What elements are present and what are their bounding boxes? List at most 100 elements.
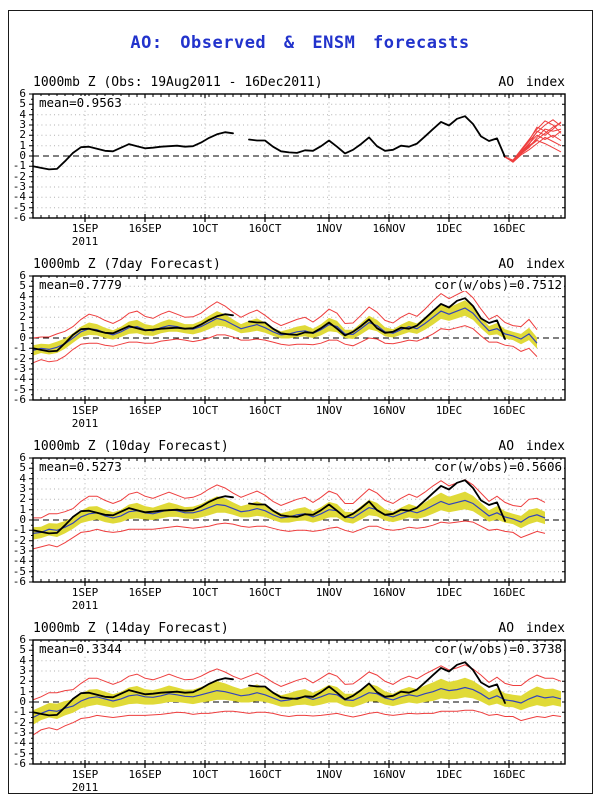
mean-stat-label: mean=0.5273 bbox=[37, 459, 124, 474]
y-tick-label: -1 bbox=[12, 159, 26, 173]
observed-line bbox=[32, 115, 506, 171]
panel-title: 1000mb Z (Obs: 19Aug2011 - 16Dec2011) bbox=[33, 75, 323, 90]
y-tick-label: 1 bbox=[19, 138, 26, 152]
panel-header: 1000mb Z (7day Forecast) AO index bbox=[33, 257, 565, 273]
panel-header: 1000mb Z (14day Forecast) AO index bbox=[33, 621, 565, 637]
y-tick-label: -4 bbox=[12, 190, 26, 204]
x-axis-labels: 1SEP 2011 16SEP 1OCT 16OCT 1NOV 16NOV 1DEC 16DEC bbox=[33, 218, 565, 248]
panel-title: 1000mb Z (14day Forecast) bbox=[33, 621, 229, 636]
x-tick-label: 16DEC bbox=[492, 222, 526, 235]
y-axis-labels: 6 5 4 3 2 1 0 -1 -2 -3 -4 -5 -6 bbox=[0, 88, 26, 224]
x-axis-labels: 1SEP 2011 16SEP 1OCT 16OCT 1NOV 16NOV 1DEC 16DEC bbox=[33, 582, 565, 612]
panel-axis-label: AO index bbox=[498, 257, 565, 272]
ensemble-member-line bbox=[504, 119, 562, 162]
correlation-stat-label: cor(w/obs)=0.7512 bbox=[432, 277, 564, 292]
y-tick-label: 6 bbox=[19, 451, 26, 464]
x-tick-label: 1DEC bbox=[435, 404, 463, 417]
y-tick-label: 2 bbox=[19, 492, 26, 506]
y-tick-label: 5 bbox=[19, 461, 26, 475]
x-axis-labels: 1SEP 2011 16SEP 1OCT 16OCT 1NOV 16NOV 1DEC 16DEC bbox=[33, 400, 565, 430]
y-tick-label: 1 bbox=[19, 320, 26, 334]
y-tick-label: 2 bbox=[19, 128, 26, 142]
panel-observed: 1000mb Z (Obs: 19Aug2011 - 16Dec2011) AO… bbox=[13, 75, 566, 247]
x-axis-labels: 1SEP 2011 16SEP 1OCT 16OCT 1NOV 16NOV 1DEC 16DEC bbox=[33, 764, 565, 794]
y-tick-label: -1 bbox=[12, 341, 26, 355]
ensemble-member-line bbox=[504, 136, 562, 163]
x-tick-label: 1NOV bbox=[315, 222, 343, 235]
y-tick-label: -2 bbox=[12, 533, 26, 547]
y-tick-label: 0 bbox=[19, 695, 26, 708]
y-axis-labels: 6 5 4 3 2 1 0 -1 -2 -3 -4 -5 -6 bbox=[0, 452, 26, 588]
x-tick-label: 1SEP 2011 bbox=[71, 768, 99, 794]
y-tick-label: -5 bbox=[12, 746, 26, 760]
panel-axis-label: AO index bbox=[498, 621, 565, 636]
observed-line bbox=[32, 661, 506, 717]
plot-frame bbox=[32, 275, 566, 401]
plot-area-observed: mean=0.9563 bbox=[29, 93, 566, 222]
x-tick-label: 1OCT bbox=[191, 404, 219, 417]
y-tick-label: 3 bbox=[19, 482, 26, 495]
y-tick-label: -3 bbox=[12, 726, 26, 739]
plot-frame bbox=[32, 93, 566, 219]
x-tick-label: 1SEP 2011 bbox=[71, 222, 99, 248]
y-tick-label: 1 bbox=[19, 684, 26, 698]
y-tick-label: -6 bbox=[12, 575, 26, 588]
y-tick-label: -1 bbox=[12, 705, 26, 719]
y-tick-label: 6 bbox=[19, 269, 26, 282]
panel-title: 1000mb Z (7day Forecast) bbox=[33, 257, 221, 272]
panel-axis-label: AO index bbox=[498, 75, 565, 90]
y-tick-label: -2 bbox=[12, 351, 26, 365]
mean-stat-label: mean=0.3344 bbox=[37, 641, 124, 656]
y-tick-label: -2 bbox=[12, 715, 26, 729]
y-tick-label: 4 bbox=[19, 653, 26, 667]
plot-area-7day: mean=0.7779 cor(w/obs)=0.7512 bbox=[29, 275, 566, 404]
page-border bbox=[8, 10, 593, 794]
ensemble-min-line bbox=[32, 520, 546, 550]
y-tick-label: -3 bbox=[12, 180, 26, 193]
page-title: AO: Observed & ENSM forecasts bbox=[130, 33, 470, 53]
panel-title: 1000mb Z (10day Forecast) bbox=[33, 439, 229, 454]
y-tick-label: -3 bbox=[12, 544, 26, 557]
x-tick-label: 16NOV bbox=[372, 404, 406, 417]
y-axis-labels: 6 5 4 3 2 1 0 -1 -2 -3 -4 -5 -6 bbox=[0, 270, 26, 406]
x-tick-label: 1DEC bbox=[435, 222, 463, 235]
y-axis-labels: 6 5 4 3 2 1 0 -1 -2 -3 -4 -5 -6 bbox=[0, 634, 26, 770]
x-tick-label: 16SEP bbox=[128, 768, 162, 781]
x-tick-label: 16OCT bbox=[248, 222, 282, 235]
observed-line bbox=[32, 297, 506, 353]
plot-canvas bbox=[29, 457, 566, 586]
x-tick-label: 16OCT bbox=[248, 586, 282, 599]
y-tick-label: 1 bbox=[19, 502, 26, 516]
y-tick-label: 0 bbox=[19, 331, 26, 344]
y-tick-label: -4 bbox=[12, 554, 26, 568]
y-tick-label: -1 bbox=[12, 523, 26, 537]
x-tick-label: 1DEC bbox=[435, 586, 463, 599]
ensemble-spread-band bbox=[33, 677, 561, 725]
correlation-stat-label: cor(w/obs)=0.3738 bbox=[432, 641, 564, 656]
mean-stat-label: mean=0.7779 bbox=[37, 277, 124, 292]
plot-canvas bbox=[29, 639, 566, 768]
x-tick-label: 16NOV bbox=[372, 222, 406, 235]
ensemble-mean-line bbox=[32, 686, 562, 719]
x-tick-label: 16DEC bbox=[492, 768, 526, 781]
x-tick-label: 1SEP 2011 bbox=[71, 404, 99, 430]
y-tick-label: -6 bbox=[12, 393, 26, 406]
y-tick-label: 2 bbox=[19, 310, 26, 324]
x-tick-label: 16SEP bbox=[128, 222, 162, 235]
mean-stat-label: mean=0.9563 bbox=[37, 95, 124, 110]
y-tick-label: -5 bbox=[12, 382, 26, 396]
x-tick-label: 1OCT bbox=[191, 768, 219, 781]
x-tick-label: 16NOV bbox=[372, 768, 406, 781]
y-tick-label: 4 bbox=[19, 107, 26, 121]
y-tick-label: -6 bbox=[12, 211, 26, 224]
x-tick-label: 1SEP 2011 bbox=[71, 586, 99, 612]
x-tick-label: 16DEC bbox=[492, 404, 526, 417]
y-tick-label: 2 bbox=[19, 674, 26, 688]
y-tick-label: 0 bbox=[19, 149, 26, 162]
x-tick-label: 16OCT bbox=[248, 768, 282, 781]
panel-header: 1000mb Z (10day Forecast) AO index bbox=[33, 439, 565, 455]
